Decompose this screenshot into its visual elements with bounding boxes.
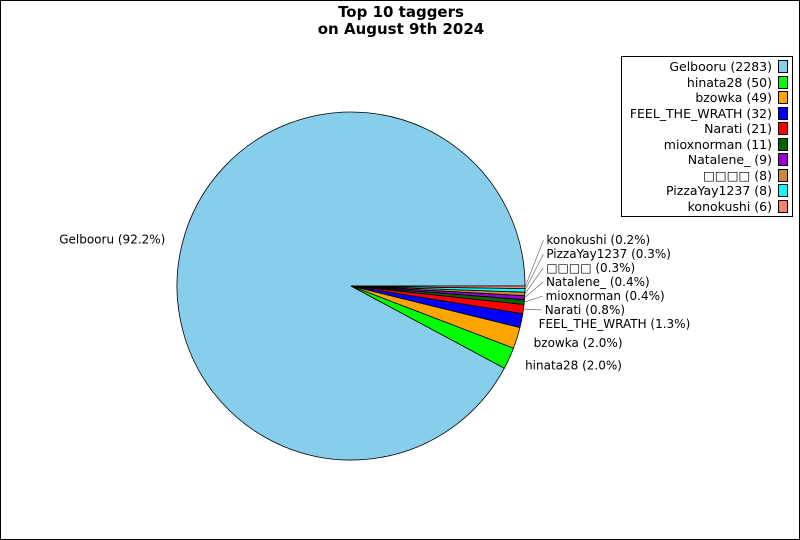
slice-label-3: FEEL_THE_WRATH (1.3%) [539, 317, 691, 331]
legend-item: Narati (21) [622, 121, 792, 137]
legend-label: Narati (21) [704, 121, 772, 137]
legend-swatch [778, 199, 788, 213]
title-line-1: Top 10 taggers [338, 3, 464, 21]
slice-label-7: □□□□ (0.3%) [546, 261, 635, 275]
legend-item: FEEL_THE_WRATH (32) [622, 106, 792, 122]
legend-swatch [778, 137, 788, 151]
label-leader-line [524, 253, 544, 291]
slice-label-5: mioxnorman (0.4%) [546, 289, 665, 303]
legend-item: Natalene_ (9) [622, 152, 792, 168]
legend-item: PizzaYay1237 (8) [622, 183, 792, 199]
legend-label: Gelbooru (2283) [669, 59, 772, 75]
legend-label: FEEL_THE_WRATH (32) [629, 105, 772, 121]
legend-item: bzowka (49) [622, 90, 792, 106]
label-leader-line [524, 239, 544, 288]
legend: Gelbooru (2283) hinata28 (50) bzowka (49) F… [621, 56, 793, 217]
legend-item: hinata28 (50) [622, 75, 792, 91]
legend-swatch [778, 184, 788, 198]
legend-label: mioxnorman (11) [663, 136, 772, 152]
legend-label: □□□□ (8) [703, 167, 772, 183]
legend-item: □□□□ (8) [622, 168, 792, 184]
legend-swatch [778, 122, 788, 136]
slice-label-1: hinata28 (2.0%) [525, 359, 622, 373]
label-leader-line [524, 295, 543, 303]
legend-swatch [778, 168, 788, 182]
legend-item: Gelbooru (2283) [622, 59, 792, 75]
chart-title: Top 10 taggers on August 9th 2024 [1, 3, 799, 38]
slice-label-2: bzowka (2.0%) [534, 336, 623, 350]
legend-item: konokushi (6) [622, 199, 792, 215]
slice-label-6: Natalene_ (0.4%) [546, 275, 650, 289]
legend-swatch [778, 75, 788, 89]
label-leader-line [524, 267, 544, 295]
legend-swatch [778, 91, 788, 105]
slice-label-9: konokushi (0.2%) [546, 233, 650, 247]
legend-label: Natalene_ (9) [687, 152, 772, 168]
legend-label: PizzaYay1237 (8) [666, 183, 772, 199]
legend-item: mioxnorman (11) [622, 137, 792, 153]
label-leader-line [523, 308, 542, 311]
legend-swatch [778, 60, 788, 74]
title-line-2: on August 9th 2024 [317, 20, 485, 38]
legend-label: hinata28 (50) [686, 74, 772, 90]
label-leader-line [524, 281, 544, 298]
legend-label: konokushi (6) [687, 198, 772, 214]
slice-label-4: Narati (0.8%) [545, 303, 625, 317]
legend-swatch [778, 153, 788, 167]
legend-swatch [778, 106, 788, 120]
legend-label: bzowka (49) [695, 90, 772, 106]
slice-label-0: Gelbooru (92.2%) [59, 232, 165, 246]
slice-label-8: PizzaYay1237 (0.3%) [546, 247, 671, 261]
